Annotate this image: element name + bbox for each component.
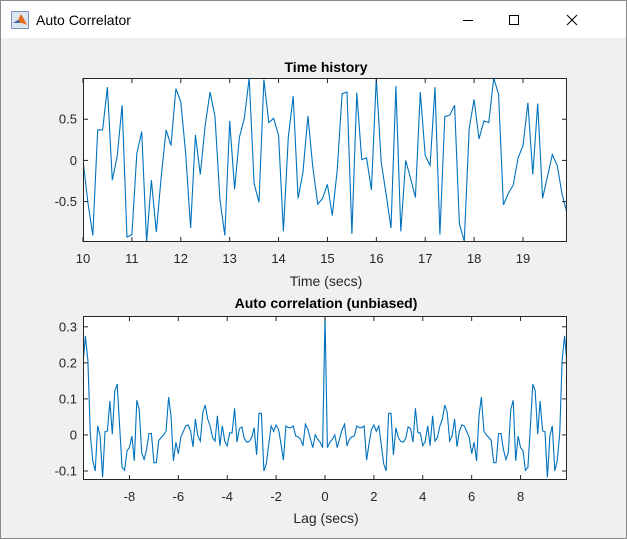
x-tick-label: -4: [221, 489, 233, 504]
y-tick-label: 0: [70, 153, 77, 168]
y-tick-label: 0.2: [59, 355, 77, 370]
x-tick-label: 2: [370, 489, 377, 504]
x-tick-label: -8: [124, 489, 136, 504]
y-tick-label: 0.1: [59, 391, 77, 406]
x-tick-label: 19: [516, 251, 530, 266]
data-series-line: [83, 78, 567, 242]
y-tick-label: 0.5: [59, 112, 77, 127]
x-tick-label: 17: [418, 251, 432, 266]
y-tick-label: 0: [70, 427, 77, 442]
y-tick-label: -0.1: [55, 463, 77, 478]
x-tick-label: 6: [468, 489, 475, 504]
autocorrelation-axes: -8 -6 -4 -2 0 2 4 6 8 0.3 0.2 0.1 0 -0.1 Auto correlat…: [55, 295, 567, 526]
x-tick-label: -6: [173, 489, 185, 504]
x-tick-label: 11: [125, 251, 139, 266]
window-title: Auto Correlator: [36, 12, 131, 28]
title-bar[interactable]: Auto Correlator: [1, 1, 626, 38]
maximize-button[interactable]: [491, 1, 537, 38]
x-tick-label: 13: [222, 251, 236, 266]
maximize-icon: [509, 14, 519, 25]
x-tick-label: 14: [271, 251, 285, 266]
plot-area: [83, 78, 567, 242]
time-history-title: Time history: [285, 59, 368, 75]
x-tick-label: 16: [369, 251, 383, 266]
y-tick-label: -0.5: [55, 194, 77, 209]
x-tick-label: 8: [517, 489, 524, 504]
minimize-button[interactable]: [445, 1, 491, 38]
x-tick-label: 4: [419, 489, 426, 504]
matlab-logo-icon: [11, 11, 29, 29]
data-series-line: [83, 316, 567, 478]
y-tick-label: 0.3: [59, 319, 77, 334]
minimize-icon: [463, 19, 473, 21]
time-history-xlabel: Time (secs): [290, 273, 363, 289]
time-history-axes: 10 11 12 13 14 15 16 17 18 19 0.5 0 -0.5 Time history…: [55, 59, 567, 289]
autocorrelation-xlabel: Lag (secs): [293, 510, 358, 526]
x-tick-label: 18: [467, 251, 481, 266]
x-tick-label: -2: [270, 489, 282, 504]
autocorrelation-title: Auto correlation (unbiased): [235, 295, 418, 311]
x-tick-label: 0: [321, 489, 328, 504]
x-tick-label: 10: [76, 251, 90, 266]
close-button[interactable]: [549, 1, 595, 38]
figure-canvas: 10 11 12 13 14 15 16 17 18 19 0.5 0 -0.5 Time history…: [55, 59, 567, 526]
close-icon: [566, 14, 578, 25]
x-tick-label: 12: [174, 251, 188, 266]
x-tick-label: 15: [320, 251, 334, 266]
